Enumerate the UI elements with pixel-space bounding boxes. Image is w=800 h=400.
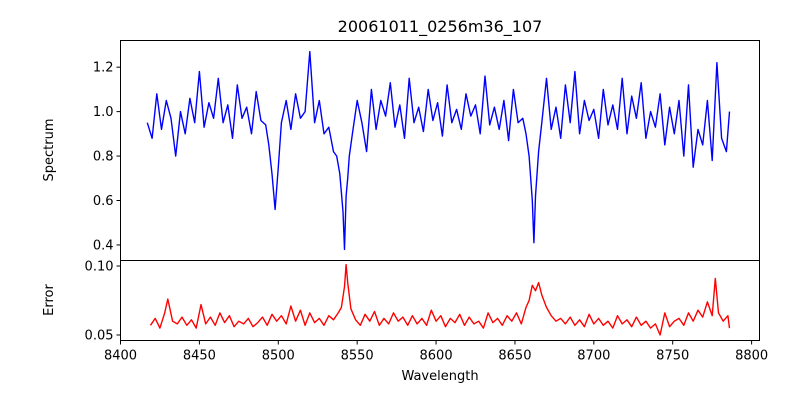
spectrum-axes-frame [120, 40, 760, 261]
error-y-axis-label: Error [42, 284, 57, 316]
x-ticks: 8400 8450 8500 8550 8600 8650 8700 8750 8800 [104, 340, 768, 364]
x-tick-label: 8650 [498, 349, 531, 364]
spectrum-y-tick-label: 0.4 [93, 238, 114, 253]
spectrum-y-tick-label: 0.6 [93, 194, 114, 209]
x-axis-label: Wavelength [401, 369, 478, 384]
error-y-ticks: 0.05 0.10 [85, 260, 121, 343]
chart-title: 20061011_0256m36_107 [338, 17, 543, 37]
spectrum-panel: 0.4 0.6 0.8 1.0 1.2 Spectrum [42, 40, 760, 261]
x-tick-label: 8800 [735, 349, 768, 364]
x-tick-label: 8500 [262, 349, 295, 364]
x-tick-label: 8700 [577, 349, 610, 364]
error-panel: 0.05 0.10 8400 8450 8500 8550 8600 8650 8700 875… [42, 260, 768, 384]
error-y-tick-label: 0.05 [85, 328, 114, 343]
spectrum-y-tick-label: 1.2 [93, 61, 114, 76]
error-y-tick-label: 0.10 [85, 260, 114, 275]
spectrum-y-ticks: 0.4 0.6 0.8 1.0 1.2 [93, 61, 121, 253]
x-tick-label: 8550 [341, 349, 374, 364]
x-tick-label: 8750 [656, 349, 689, 364]
spectrum-y-axis-label: Spectrum [42, 119, 57, 182]
error-series-line [149, 263, 731, 336]
x-tick-label: 8450 [183, 349, 216, 364]
error-axes-frame [120, 260, 760, 341]
x-tick-label: 8600 [420, 349, 453, 364]
spectrum-series-line [146, 50, 731, 251]
x-tick-label: 8400 [104, 349, 137, 364]
spectrum-y-tick-label: 0.8 [93, 150, 114, 165]
spectrum-y-tick-label: 1.0 [93, 105, 114, 120]
